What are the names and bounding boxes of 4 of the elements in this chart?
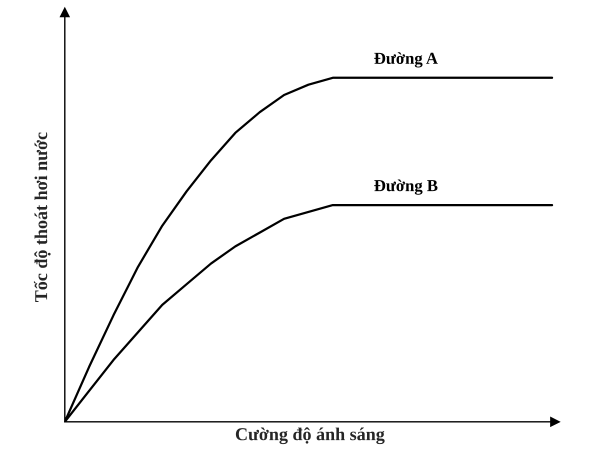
series-label: Đường A <box>374 52 438 68</box>
y-axis-title: Tốc độ thoát hơi nước <box>34 132 51 302</box>
x-axis-title: Cường độ ánh sáng <box>236 427 385 444</box>
series-label: Đường B <box>374 179 438 195</box>
